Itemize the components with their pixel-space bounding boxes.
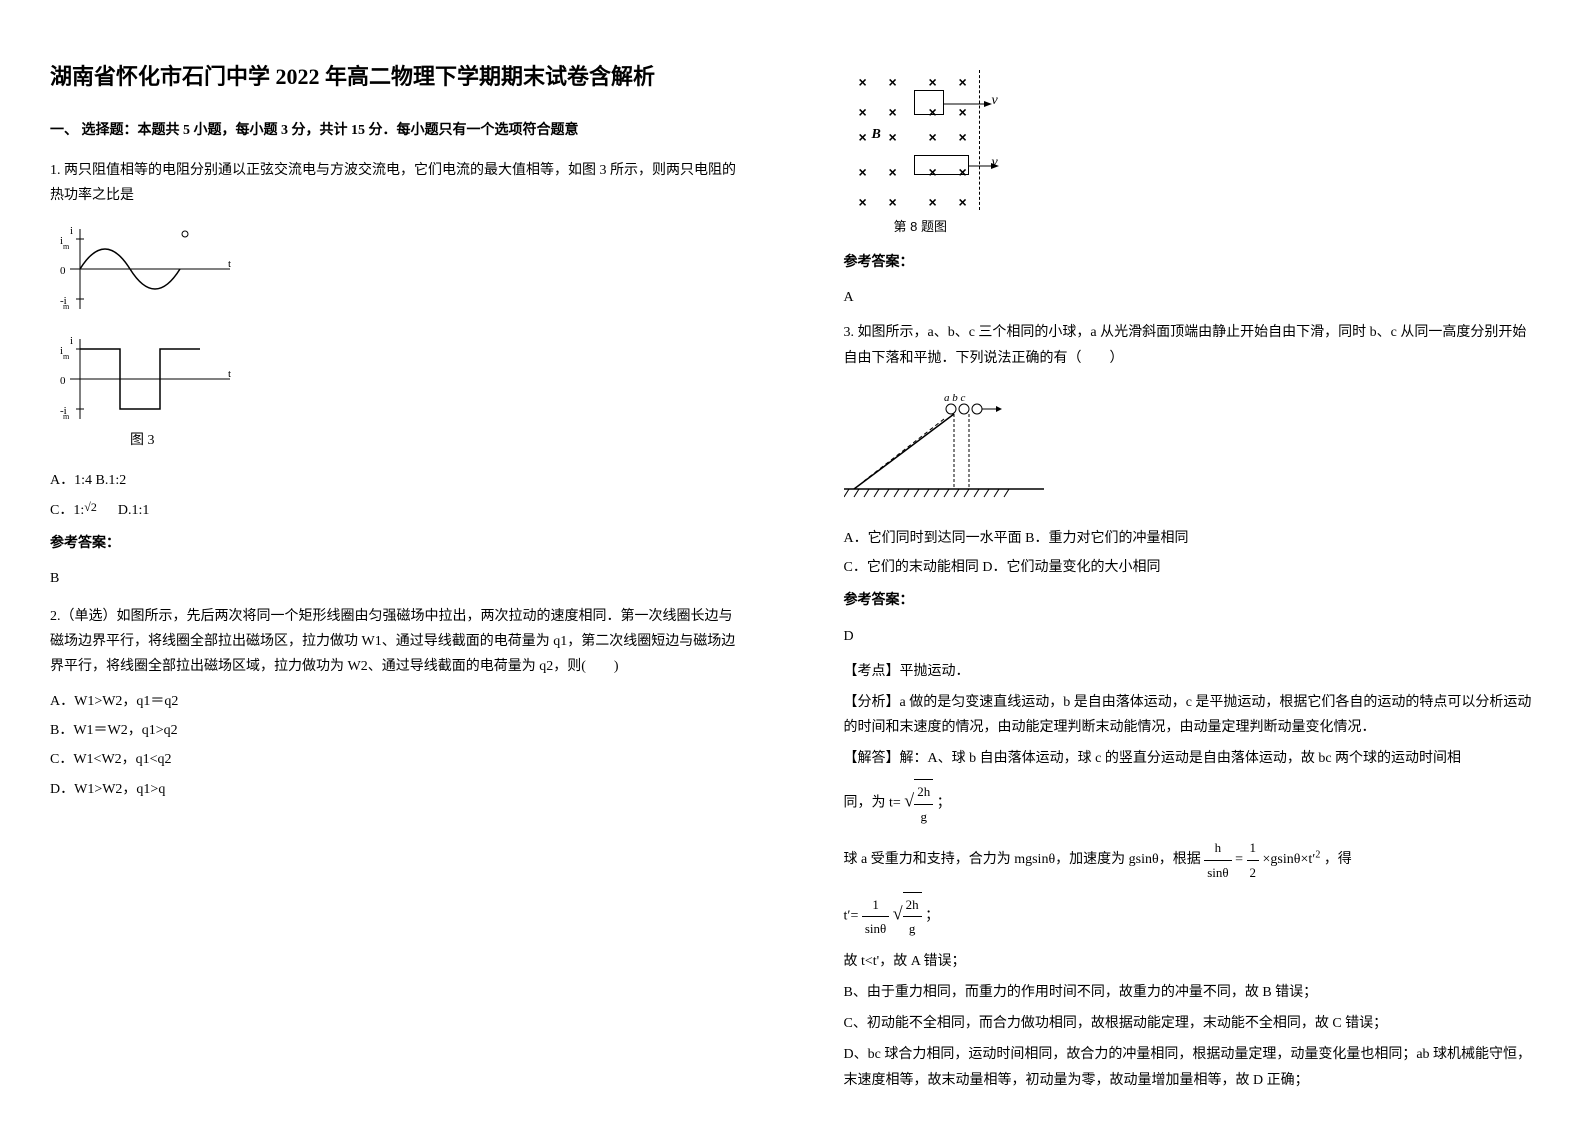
q3-formula-a: 球 a 受重力和支持，合力为 mgsinθ，加速度为 gsinθ，根据 hsin… — [844, 836, 1538, 884]
incline-diagram-icon: a b c — [844, 389, 1044, 499]
formula-h: h — [1204, 836, 1231, 860]
question-2: 2.（单选）如图所示，先后两次将同一个矩形线圈由匀强磁场中拉出，两次拉动的速度相… — [50, 604, 744, 802]
formula-sq: 2 — [1315, 850, 1320, 861]
q3-analysis-text: a 做的是匀变速直线运动，b 是自由落体运动，c 是平抛运动，根据它们各自的运动… — [844, 695, 1532, 735]
exam-title: 湖南省怀化市石门中学 2022 年高二物理下学期期末试卷含解析 — [50, 60, 744, 93]
svg-text:0: 0 — [60, 265, 66, 277]
svg-text:i: i — [70, 335, 73, 347]
semicolon-2: ； — [925, 909, 939, 924]
q1-options-cd: C．1:√2 D.1:1 — [50, 497, 744, 523]
v-label-2: v — [992, 150, 998, 175]
section-1-header: 一、 选择题：本题共 5 小题，每小题 3 分，共计 15 分．每小题只有一个选… — [50, 118, 744, 143]
q3-answer: D — [844, 624, 1538, 649]
q3-opt-ab: A．它们同时到达同一水平面 B．重力对它们的冲量相同 — [844, 526, 1538, 551]
svg-text:m: m — [63, 352, 70, 361]
semicolon: ； — [937, 796, 951, 811]
q1-figure: 0 i -i i t m m 0 i -i i t — [50, 219, 744, 458]
q2-text: 2.（单选）如图所示，先后两次将同一个矩形线圈由匀强磁场中拉出，两次拉动的速度相… — [50, 604, 744, 680]
q3-solve-d: D、bc 球合力相同，运动时间相同，故合力的冲量相同，根据动量定理，动量变化量也… — [844, 1042, 1538, 1092]
q1-answer-label: 参考答案： — [50, 531, 744, 556]
svg-text:a b c: a b c — [944, 392, 966, 404]
formula-gsinth-t: ×gsinθ×t′ — [1263, 852, 1316, 867]
svg-text:0: 0 — [60, 375, 66, 387]
q2-opt-b: B．W1＝W2，q1>q2 — [50, 718, 744, 743]
q3-formula-tprime: t′= 1sinθ √2hg ； — [844, 892, 1538, 941]
equals: = — [1235, 852, 1243, 867]
q2-answer: A — [844, 285, 1538, 310]
q1-opt-d: D.1:1 — [97, 503, 150, 518]
q3-opt-cd: C．它们的末动能相同 D．它们动量变化的大小相同 — [844, 555, 1538, 580]
q2-opt-d: D．W1>W2，q1>q — [50, 777, 744, 802]
q2-diagram-caption: 第 8 题图 — [894, 215, 947, 238]
q2-answer-label: 参考答案： — [844, 250, 1538, 275]
q3-solve-a-line1: 【解答】解：A、球 b 自由落体运动，球 c 的竖直分运动是自由落体运动，故 b… — [844, 746, 1538, 771]
v-label-1: v — [992, 88, 998, 113]
svg-text:t: t — [228, 368, 231, 380]
q3-solve-label: 【解答】 — [844, 751, 900, 766]
left-column: 湖南省怀化市石门中学 2022 年高二物理下学期期末试卷含解析 一、 选择题：本… — [0, 0, 794, 1122]
q1-answer: B — [50, 566, 744, 591]
q1-options-ab: A．1:4 B.1:2 — [50, 468, 744, 493]
arrow-icon — [944, 98, 994, 110]
q3-solve-c: C、初动能不全相同，而合力做功相同，故根据动能定理，末动能不全相同，故 C 错误… — [844, 1011, 1538, 1036]
q3-solve-a2-prefix: 球 a 受重力和支持，合力为 mgsinθ，加速度为 gsinθ，根据 — [844, 852, 1201, 867]
sine-square-wave-icon: 0 i -i i t m m 0 i -i i t — [50, 219, 250, 449]
question-1: 1. 两只阻值相等的电阻分别通以正弦交流电与方波交流电，它们电流的最大值相等，如… — [50, 158, 744, 591]
formula-1: 1 — [1247, 836, 1260, 860]
magnetic-field-diagram: × × × × × × × × × × × × × × × × × × × × … — [844, 70, 1024, 240]
q3-analysis-label: 【分析】 — [844, 695, 900, 710]
formula-sinth: sinθ — [1204, 861, 1231, 884]
question-3: 3. 如图所示，a、b、c 三个相同的小球，a 从光滑斜面顶端由静止开始自由下滑… — [844, 320, 1538, 1092]
b-label: B — [872, 122, 881, 147]
q3-solve-a2-suffix: ，得 — [1324, 852, 1352, 867]
tprime-eq: t′= — [844, 909, 859, 924]
q1-options: A．1:4 B.1:2 C．1:√2 D.1:1 — [50, 468, 744, 523]
q3-solve-b: B、由于重力相同，而重力的作用时间不同，故重力的冲量不同，故 B 错误； — [844, 980, 1538, 1005]
q3-answer-label: 参考答案： — [844, 588, 1538, 613]
q3-formula-t: 同，为 t= √2hg ； — [844, 779, 1538, 828]
formula-2: 2 — [1247, 861, 1260, 884]
q3-text: 3. 如图所示，a、b、c 三个相同的小球，a 从光滑斜面顶端由静止开始自由下滑… — [844, 320, 1538, 370]
svg-text:m: m — [63, 412, 70, 421]
formula-1b: 1 — [862, 893, 889, 917]
formula-2h: 2h — [914, 780, 933, 804]
svg-text:i: i — [70, 225, 73, 237]
q3-point: 【考点】平抛运动． — [844, 659, 1538, 684]
q3-analysis: 【分析】a 做的是匀变速直线运动，b 是自由落体运动，c 是平抛运动，根据它们各… — [844, 690, 1538, 740]
formula-g-b: g — [903, 917, 922, 940]
formula-g: g — [914, 805, 933, 828]
q3-solve-a-suffix: 同，为 t= — [844, 796, 901, 811]
right-column: × × × × × × × × × × × × × × × × × × × × … — [794, 0, 1587, 1122]
q1-opt-c-prefix: C．1: — [50, 503, 84, 518]
svg-text:m: m — [63, 302, 70, 311]
q1-opt-c-sqrt: √2 — [84, 500, 97, 514]
formula-2h-b: 2h — [903, 893, 922, 917]
q3-solve-a-conclusion: 故 t<t'，故 A 错误； — [844, 949, 1538, 974]
q3-figure: a b c — [844, 381, 1538, 516]
q2-opt-c: C．W1<W2，q1<q2 — [50, 747, 744, 772]
svg-text:图 3: 图 3 — [130, 433, 155, 448]
q2-opt-a: A．W1>W2，q1＝q2 — [50, 689, 744, 714]
q2-figure: × × × × × × × × × × × × × × × × × × × × … — [844, 70, 1538, 240]
svg-text:m: m — [63, 242, 70, 251]
svg-text:t: t — [228, 258, 231, 270]
q3-solve-a-prefix: 解：A、球 b 自由落体运动，球 c 的竖直分运动是自由落体运动，故 bc 两个… — [900, 751, 1462, 766]
q1-text: 1. 两只阻值相等的电阻分别通以正弦交流电与方波交流电，它们电流的最大值相等，如… — [50, 158, 744, 208]
formula-sinth-b: sinθ — [862, 917, 889, 940]
